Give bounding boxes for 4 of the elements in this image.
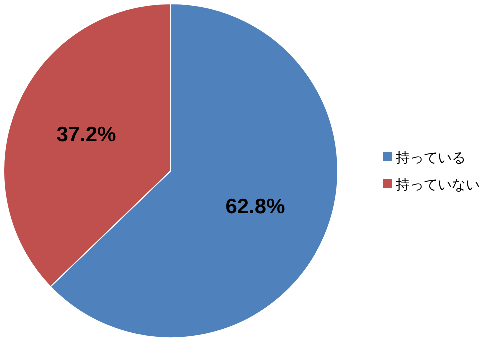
legend-label: 持っていない <box>396 176 480 192</box>
data-label: 62.8% <box>226 195 286 218</box>
data-label: 37.2% <box>56 124 117 147</box>
legend-label: 持っている <box>396 150 466 166</box>
